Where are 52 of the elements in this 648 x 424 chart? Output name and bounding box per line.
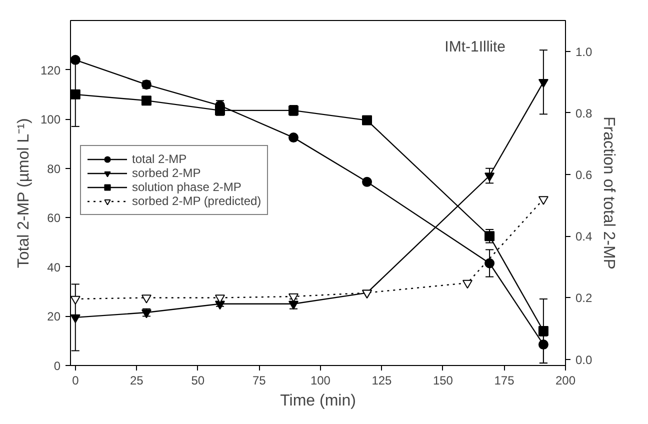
point <box>288 293 298 302</box>
point <box>484 172 495 182</box>
x-tick-label: 50 <box>191 374 205 388</box>
y2-tick-label: 0.0 <box>576 352 593 367</box>
y-tick-label: 40 <box>47 260 61 274</box>
legend-label: sorbed 2-MP <box>132 166 201 180</box>
point <box>70 296 80 305</box>
point <box>362 176 372 187</box>
point <box>484 231 495 242</box>
x-tick-label: 200 <box>555 374 576 388</box>
y-tick-label: 60 <box>47 211 61 226</box>
point <box>462 280 472 289</box>
x-tick-label: 75 <box>252 374 266 388</box>
point <box>141 96 152 106</box>
point <box>538 340 548 350</box>
y2-tick-label: 1.0 <box>576 44 593 59</box>
x-tick-label: 25 <box>130 374 144 388</box>
annotation: IMt-1Illite <box>444 38 506 56</box>
point <box>141 294 152 304</box>
point <box>214 300 225 310</box>
y2-tick-label: 0.6 <box>576 168 593 182</box>
x-tick-label: 100 <box>310 374 331 388</box>
y-tick-label: 100 <box>40 112 61 127</box>
point <box>70 314 80 324</box>
x-axis-title: Time (min) <box>280 392 356 410</box>
point <box>288 132 298 143</box>
point <box>538 196 548 205</box>
legend-label: solution phase 2-MP <box>132 180 242 194</box>
y2-axis-title: Fraction of total 2-MP <box>600 116 618 270</box>
y-tick-label: 80 <box>47 162 61 176</box>
legend-label: sorbed 2-MP (predicted) <box>132 194 262 208</box>
y2-tick-label: 0.4 <box>576 230 593 244</box>
legend-label: total 2-MP <box>132 152 187 166</box>
y-tick-label: 120 <box>40 63 61 78</box>
y2-tick-label: 0.8 <box>576 106 593 120</box>
point <box>214 294 225 304</box>
y-tick-label: 0 <box>54 359 61 373</box>
y-axis-title: Total 2-MP (µmol L⁻¹) <box>15 118 32 268</box>
y-tick-label: 20 <box>47 310 61 324</box>
x-tick-label: 0 <box>72 374 80 388</box>
point <box>484 258 495 268</box>
x-tick-label: 175 <box>494 374 515 388</box>
x-tick-label: 150 <box>432 374 454 388</box>
point <box>362 115 372 126</box>
point <box>214 105 225 116</box>
point <box>538 326 548 336</box>
point <box>538 79 548 88</box>
point <box>288 300 298 310</box>
point <box>70 54 80 65</box>
x-tick-label: 125 <box>372 374 392 388</box>
y2-tick-label: 0.2 <box>576 291 593 306</box>
point <box>70 89 80 100</box>
